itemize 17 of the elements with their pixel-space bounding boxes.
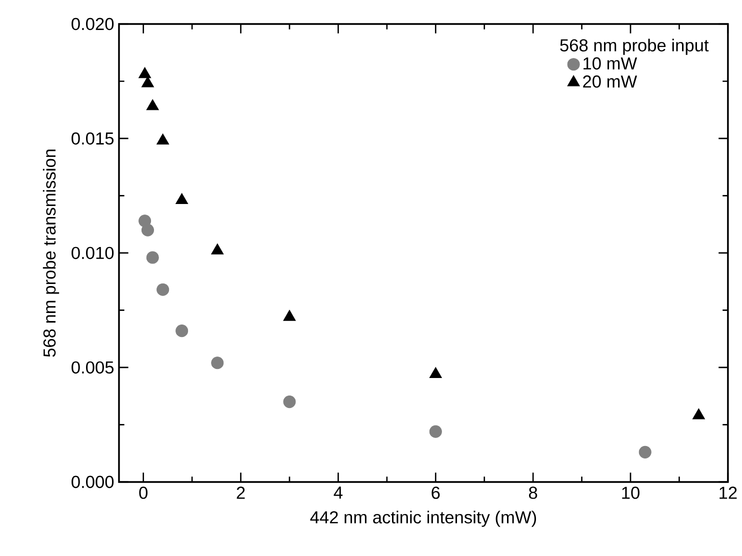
y-tick-label: 0.020	[72, 18, 114, 30]
x-tick-label: 0	[139, 486, 148, 499]
x-axis-title: 442 nm actinic intensity (mW)	[310, 510, 536, 527]
x-tick-label: 10	[622, 486, 640, 499]
x-tick-label: 12	[720, 486, 737, 499]
x-tick-label: 6	[432, 486, 440, 499]
y-tick-label: 0.010	[72, 246, 114, 260]
x-tick-label: 2	[236, 486, 245, 499]
legend-label: 10 mW	[584, 57, 638, 70]
y-tick-label: 0.000	[72, 476, 114, 488]
y-tick-label: 0.005	[72, 361, 114, 374]
y-axis-title: 568 nm probe transmission	[42, 150, 60, 357]
x-tick-label: 8	[529, 486, 538, 499]
x-tick-label: 4	[334, 486, 343, 499]
legend-title: 568 nm probe input	[560, 38, 709, 55]
legend-label: 20 mW	[583, 75, 638, 88]
y-tick-label: 0.015	[72, 132, 114, 145]
